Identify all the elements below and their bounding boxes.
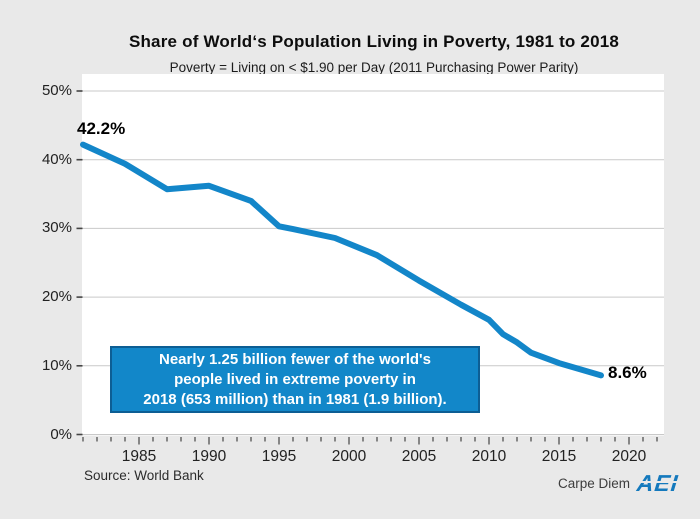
x-tick-label-2005: 2005 [401, 448, 437, 465]
carpe-diem-label: Carpe Diem [558, 475, 631, 491]
x-tick-label-2000: 2000 [331, 448, 367, 465]
source-note: Source: World Bank [84, 468, 204, 483]
callout-line-1: Nearly 1.25 billion fewer of the world's [159, 350, 431, 368]
x-tick-label-1985: 1985 [121, 448, 157, 465]
x-tick-label-2010: 2010 [471, 448, 507, 465]
callout-box: Nearly 1.25 billion fewer of the world's… [110, 346, 480, 413]
end-value-label: 8.6% [608, 363, 647, 382]
callout-line-2: people lived in extreme poverty in [174, 370, 416, 388]
aei-logo: AEI [635, 469, 680, 496]
y-tick-label-30: 30% [41, 219, 72, 236]
y-tick-label-10: 10% [41, 357, 72, 374]
x-tick-label-1995: 1995 [261, 448, 297, 465]
poverty-line-series [80, 141, 604, 379]
x-tick-label-2015: 2015 [541, 448, 577, 465]
y-tick-label-40: 40% [41, 151, 72, 168]
branding: Carpe Diem AEI [558, 468, 680, 498]
x-tick-label-2020: 2020 [611, 448, 647, 465]
y-tick-label-50: 50% [41, 82, 72, 99]
chart-title: Share of World‘s Population Living in Po… [128, 32, 620, 51]
aei-logo-stripe [635, 480, 679, 483]
y-tick-label-20: 20% [41, 288, 72, 305]
y-tick-label-0: 0% [50, 426, 72, 443]
chart-subtitle: Poverty = Living on < $1.90 per Day (201… [169, 60, 579, 75]
callout-line-3: 2018 (653 million) than in 1981 (1.9 bil… [143, 390, 447, 408]
x-tick-label-1990: 1990 [191, 448, 227, 465]
start-value-label: 42.2% [77, 119, 126, 138]
